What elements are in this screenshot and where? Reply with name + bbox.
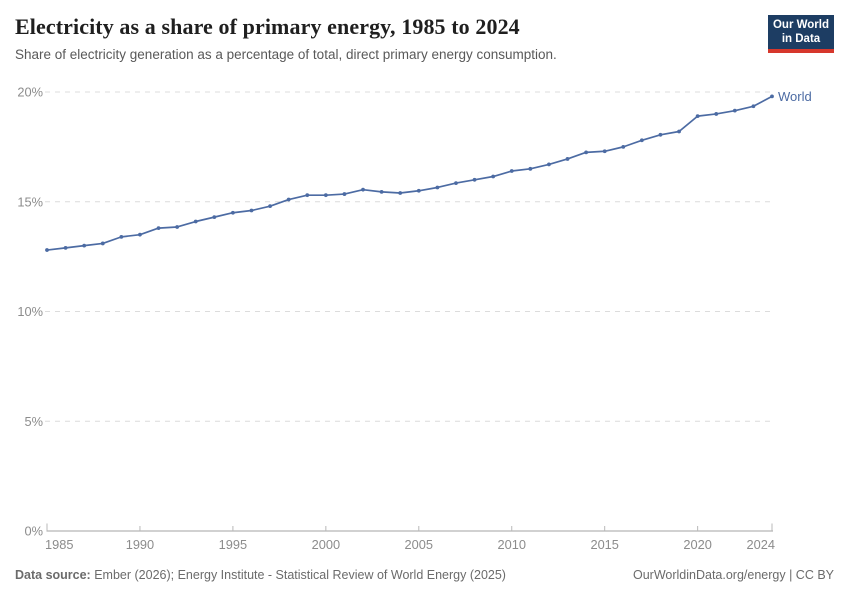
data-point-1998[interactable] [286, 197, 291, 202]
data-point-1993[interactable] [193, 219, 198, 224]
data-point-2019[interactable] [677, 129, 681, 134]
data-point-2020[interactable] [695, 114, 700, 119]
y-axis-label-5pct: 5% [25, 414, 44, 429]
owid-logo: Our World in Data [768, 15, 834, 54]
data-point-2021[interactable] [714, 112, 719, 116]
data-point-1987[interactable] [82, 243, 87, 248]
data-point-2013[interactable] [565, 157, 570, 161]
data-point-1985[interactable] [45, 248, 49, 252]
credit-link[interactable]: OurWorldinData.org/energy | CC BY [632, 568, 834, 582]
data-point-1996[interactable] [249, 208, 254, 213]
data-point-2001[interactable] [342, 192, 347, 196]
data-point-1994[interactable] [212, 215, 217, 220]
data-point-2014[interactable] [584, 150, 589, 155]
x-axis-label-1985: 1985 [45, 537, 73, 552]
x-axis-label-2010: 2010 [498, 537, 526, 552]
data-point-2009[interactable] [491, 174, 496, 179]
data-point-1999[interactable] [305, 193, 310, 198]
chart-title: Electricity as a share of primary energy… [15, 14, 520, 39]
data-point-2002[interactable] [361, 187, 365, 192]
y-axis-label-0pct: 0% [25, 524, 44, 539]
x-axis-label-2015: 2015 [590, 537, 618, 552]
series-label-world[interactable]: World [778, 89, 812, 104]
data-point-2012[interactable] [547, 162, 551, 167]
x-axis-label-2024: 2024 [747, 537, 775, 552]
data-point-2010[interactable] [509, 169, 514, 173]
x-axis-label-2020: 2020 [683, 537, 711, 552]
data-point-2004[interactable] [398, 191, 403, 195]
data-point-2018[interactable] [658, 132, 663, 137]
data-source-text: Ember (2026); Energy Institute - Statist… [94, 568, 506, 582]
data-point-1988[interactable] [100, 241, 105, 246]
chart-subtitle: Share of electricity generation as a per… [15, 47, 557, 63]
data-source: Data source: Ember (2026); Energy Instit… [15, 568, 506, 582]
data-point-1995[interactable] [230, 210, 235, 215]
data-point-2022[interactable] [732, 108, 737, 113]
data-point-1992[interactable] [175, 225, 180, 229]
data-point-1990[interactable] [138, 232, 142, 237]
data-point-2023[interactable] [751, 104, 756, 109]
y-axis-label-10pct: 10% [17, 304, 43, 319]
x-axis-label-2000: 2000 [312, 537, 340, 552]
chart-header: Electricity as a share of primary energy… [15, 14, 745, 62]
data-source-label: Data source: [15, 568, 91, 582]
data-point-1991[interactable] [156, 226, 161, 230]
data-point-2000[interactable] [323, 193, 328, 198]
data-point-2024[interactable] [770, 94, 774, 99]
data-point-1986[interactable] [63, 245, 68, 250]
owid-logo-line1: Our World [772, 19, 829, 31]
chart-footer: Data source: Ember (2026); Energy Instit… [15, 568, 834, 582]
y-axis-label-20pct: 20% [17, 85, 43, 100]
x-axis-label-1990: 1990 [126, 537, 154, 552]
data-point-2017[interactable] [639, 138, 644, 143]
data-point-2016[interactable] [621, 144, 626, 149]
data-point-2003[interactable] [379, 189, 384, 194]
data-point-2006[interactable] [435, 185, 440, 190]
data-point-2008[interactable] [472, 177, 477, 182]
x-axis-label-1995: 1995 [219, 537, 247, 552]
data-point-2011[interactable] [528, 166, 533, 171]
data-point-2007[interactable] [454, 181, 458, 185]
y-axis-label-15pct: 15% [17, 194, 43, 209]
series-line-world[interactable] [46, 95, 773, 251]
x-axis-label-2005: 2005 [405, 537, 433, 552]
data-point-2005[interactable] [416, 188, 421, 193]
data-point-1997[interactable] [268, 204, 272, 209]
owid-logo-line2: in Data [781, 32, 821, 45]
data-point-2015[interactable] [602, 149, 607, 154]
data-point-1989[interactable] [119, 234, 124, 239]
